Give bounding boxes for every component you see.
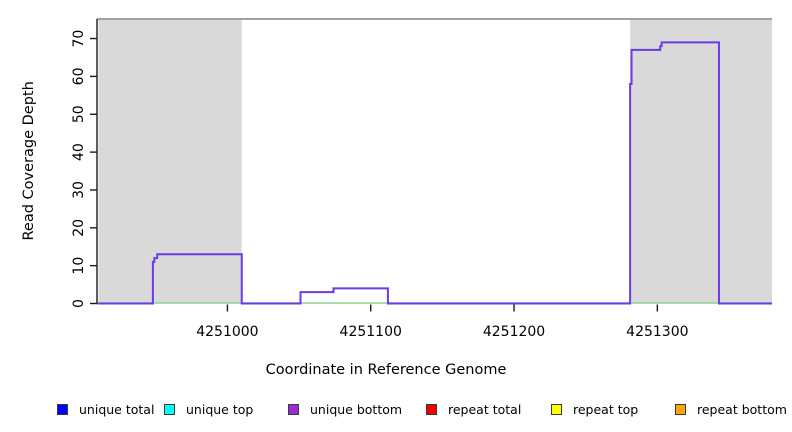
legend-item-unique-top: unique top [164,400,253,418]
legend-label: repeat top [573,401,639,417]
legend-label: repeat bottom [697,401,787,417]
legend-item-repeat-top: repeat top [551,400,638,418]
coverage-step-line [98,41,772,305]
legend-label: unique total [79,401,155,417]
y-tick-label: 30 [71,181,87,199]
legend-swatch-icon [288,403,299,415]
legend-item-repeat-total: repeat total [426,400,521,418]
y-tick-label: 70 [71,30,87,48]
legend-swatch-icon [164,403,175,415]
y-tick-label: 60 [71,67,87,85]
y-tick-label: 40 [71,143,87,161]
masked-region [98,20,242,304]
legend-item-unique-total: unique total [57,400,154,418]
legend-swatch-icon [426,403,437,415]
legend: unique total unique top unique bottom repea… [0,400,792,420]
legend-label: unique bottom [310,401,403,417]
y-tick-label: 20 [71,219,87,237]
legend-swatch-icon [675,403,686,415]
legend-label: repeat total [448,401,522,417]
legend-swatch-icon [57,403,68,415]
x-tick-label: 4251200 [483,324,545,340]
y-tick-label: 0 [71,299,87,308]
x-tick-label: 4251000 [196,324,258,340]
y-tick-label: 50 [71,105,87,123]
legend-item-unique-bottom: unique bottom [288,400,402,418]
x-tick-label: 4251300 [626,324,688,340]
masked-region [630,20,772,304]
legend-swatch-icon [551,403,562,415]
x-axis-title: Coordinate in Reference Genome [265,362,507,378]
legend-item-repeat-bottom: repeat bottom [675,400,787,418]
x-tick-label: 4251100 [340,324,402,340]
y-tick-label: 10 [71,257,87,275]
y-axis-title: Read Coverage Depth [21,81,37,241]
legend-label: unique top [186,401,254,417]
